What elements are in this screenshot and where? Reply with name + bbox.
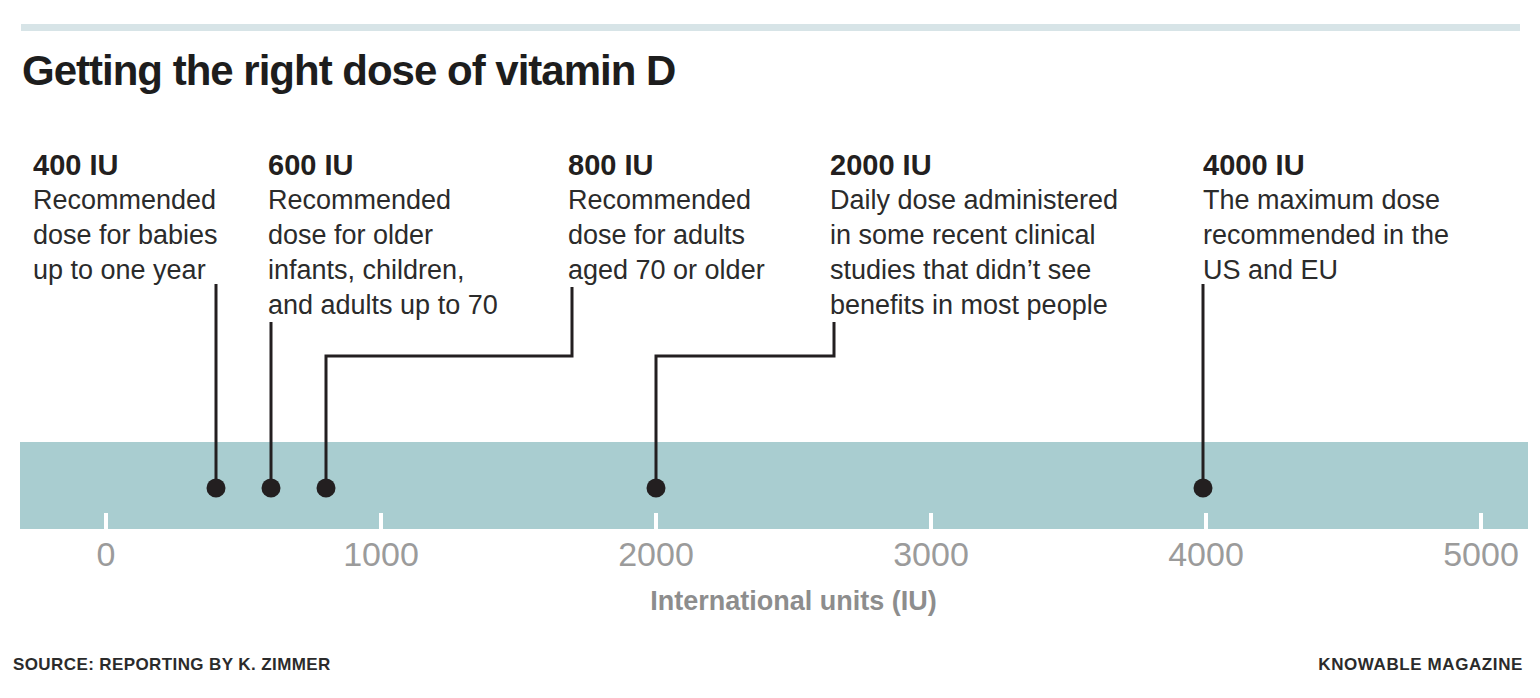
annotation-dose-label: 400 IU <box>33 147 218 183</box>
axis-tick-label: 5000 <box>1443 535 1519 574</box>
axis-band <box>20 442 1528 529</box>
axis-tick-5000 <box>1479 513 1483 529</box>
axis-tick-2000 <box>654 513 658 529</box>
annotation-text-line: dose for babies <box>33 218 218 253</box>
annotation-4000iu: 4000 IU The maximum dose recommended in … <box>1203 147 1449 288</box>
top-accent-bar <box>21 24 1520 31</box>
annotation-dose-label: 2000 IU <box>830 147 1118 183</box>
annotation-text-line: benefits in most people <box>830 288 1118 323</box>
annotation-800iu: 800 IU Recommended dose for adults aged … <box>568 147 765 288</box>
annotation-text-line: in some recent clinical <box>830 218 1118 253</box>
axis-tick-4000 <box>1204 513 1208 529</box>
annotation-dose-label: 600 IU <box>268 147 498 183</box>
annotation-2000iu: 2000 IU Daily dose administered in some … <box>830 147 1118 323</box>
axis-tick-3000 <box>929 513 933 529</box>
annotation-dose-label: 800 IU <box>568 147 765 183</box>
axis-tick-label: 1000 <box>343 535 419 574</box>
axis-tick-label: 0 <box>97 535 116 574</box>
annotation-text-line: dose for adults <box>568 218 765 253</box>
annotation-text-line: Recommended <box>268 183 498 218</box>
annotation-dose-label: 4000 IU <box>1203 147 1449 183</box>
axis-tick-0 <box>104 513 108 529</box>
publication-credit: KNOWABLE MAGAZINE <box>1318 655 1523 675</box>
annotation-text-line: and adults up to 70 <box>268 288 498 323</box>
axis-tick-label: 2000 <box>618 535 694 574</box>
annotation-600iu: 600 IU Recommended dose for older infant… <box>268 147 498 323</box>
axis-tick-label: 4000 <box>1168 535 1244 574</box>
annotation-text-line: infants, children, <box>268 253 498 288</box>
annotation-text-line: up to one year <box>33 253 218 288</box>
annotation-text-line: Recommended <box>568 183 765 218</box>
x-axis-title: International units (IU) <box>106 586 1481 617</box>
axis-tick-label: 3000 <box>893 535 969 574</box>
annotation-text-line: Daily dose administered <box>830 183 1118 218</box>
annotation-text-line: dose for older <box>268 218 498 253</box>
annotation-text-line: recommended in the <box>1203 218 1449 253</box>
annotation-text-line: The maximum dose <box>1203 183 1449 218</box>
annotation-text-line: US and EU <box>1203 253 1449 288</box>
chart-title: Getting the right dose of vitamin D <box>22 48 675 94</box>
annotation-text-line: Recommended <box>33 183 218 218</box>
annotation-text-line: aged 70 or older <box>568 253 765 288</box>
vitamin-d-infographic: Getting the right dose of vitamin D 400 … <box>0 0 1540 698</box>
axis-tick-1000 <box>379 513 383 529</box>
annotation-400iu: 400 IU Recommended dose for babies up to… <box>33 147 218 288</box>
annotation-text-line: studies that didn’t see <box>830 253 1118 288</box>
source-credit: SOURCE: REPORTING BY K. ZIMMER <box>13 655 331 675</box>
